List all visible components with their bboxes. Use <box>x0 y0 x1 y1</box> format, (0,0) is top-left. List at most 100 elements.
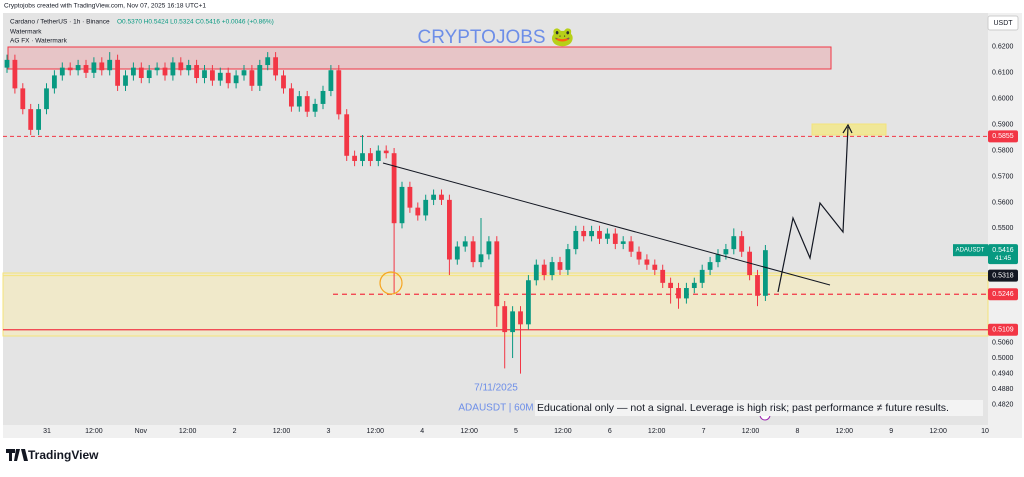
x-tick-label: 12:00 <box>367 428 385 435</box>
y-tick-label: 0.5700 <box>992 173 1014 180</box>
candle-body <box>644 259 650 265</box>
candle-body <box>202 70 207 79</box>
candle-body <box>636 251 642 260</box>
candle-body <box>668 282 673 289</box>
candle-body <box>67 67 73 71</box>
candle-body <box>146 70 152 79</box>
x-tick-label: 12:00 <box>648 428 666 435</box>
target-box <box>811 123 887 136</box>
candle-body <box>170 62 176 76</box>
marker-circle <box>379 271 403 295</box>
candle-body <box>470 241 476 263</box>
candle-body <box>612 233 618 244</box>
candle-body <box>454 246 460 260</box>
candle-body <box>478 254 484 263</box>
candle-body <box>107 59 113 71</box>
candle-body <box>628 241 634 252</box>
candle-body <box>210 70 215 81</box>
candle-body <box>186 65 192 71</box>
candle-body <box>28 109 34 130</box>
header: Cryptojobs created with TradingView.com,… <box>4 3 206 10</box>
candle-body <box>20 88 26 110</box>
x-tick-label: 31 <box>43 428 51 435</box>
candle-body <box>75 65 81 71</box>
x-tick-label: 12:00 <box>85 428 103 435</box>
candle-body <box>755 275 760 296</box>
price-badge-label: 0.5855 <box>992 133 1014 140</box>
candle-body <box>502 306 508 333</box>
candle-body <box>289 88 294 107</box>
candle-body <box>549 262 555 276</box>
candle-body <box>344 114 350 156</box>
candle-body <box>154 67 160 71</box>
y-tick-label: 0.5060 <box>992 339 1014 346</box>
symbol-badge <box>953 244 988 257</box>
y-tick-label: 0.4880 <box>992 386 1014 393</box>
resistance-box <box>7 46 832 70</box>
candle-body <box>573 230 579 250</box>
candle-body <box>115 59 120 86</box>
candle-body <box>44 88 49 110</box>
plot-area <box>3 13 988 425</box>
candle-body <box>52 75 57 89</box>
brand: TradingView <box>28 448 99 462</box>
candle-body <box>375 150 381 161</box>
x-tick-label: 3 <box>326 428 330 435</box>
price-badge-label: 0.5246 <box>992 291 1014 298</box>
candle-body <box>723 249 729 255</box>
layers <box>2 46 989 421</box>
candle-body <box>486 241 492 255</box>
candle-body <box>265 57 271 66</box>
price-axis <box>988 13 1022 438</box>
candle-body <box>707 262 713 270</box>
x-tick-label: Nov <box>135 428 148 435</box>
candle-body <box>541 264 547 276</box>
x-tick-label: 12:00 <box>836 428 854 435</box>
candle-body <box>739 236 745 252</box>
candle-body <box>763 250 768 296</box>
candle-body <box>368 153 373 161</box>
x-tick-label: 12:00 <box>179 428 197 435</box>
candle-body <box>494 241 500 307</box>
candle-body <box>257 65 263 86</box>
candle-body <box>99 62 105 71</box>
candle-body <box>699 269 705 283</box>
x-tick-label: 6 <box>608 428 612 435</box>
symbol-badge-label: ADAUSDT <box>956 248 985 254</box>
candle-body <box>557 262 563 270</box>
candle-body <box>462 241 468 247</box>
candle-body <box>447 199 452 260</box>
candle-body <box>59 67 65 76</box>
projection <box>777 126 849 293</box>
candle-body <box>652 264 658 270</box>
projection-arrow <box>842 123 853 134</box>
candle-body <box>225 72 231 84</box>
y-tick-label: 0.5500 <box>992 225 1014 232</box>
y-tick-label: 0.5900 <box>992 122 1014 129</box>
brand-logo <box>6 449 28 461</box>
candle-body <box>336 70 342 115</box>
indicator: Watermark <box>10 29 42 36</box>
y-tick-label: 0.6200 <box>992 44 1014 51</box>
ohlc: O0.5370 H0.5424 L0.5324 C0.5416 +0.0046 … <box>117 19 274 26</box>
candle-body <box>526 280 531 325</box>
candle-body <box>684 288 689 299</box>
watermark: CRYPTOJOBS 🐸 <box>417 26 574 48</box>
candle-body <box>676 288 681 299</box>
currency: USDT <box>993 20 1013 27</box>
candle-body <box>715 254 721 263</box>
candle-body <box>296 96 302 107</box>
candle-body <box>194 65 199 79</box>
candle-body <box>597 230 602 239</box>
price-badge <box>988 288 1018 301</box>
x-tick-label: 12:00 <box>742 428 760 435</box>
candle-body <box>178 62 184 71</box>
y-tick-label: 0.6000 <box>992 96 1014 103</box>
x-tick-label: 12:00 <box>929 428 947 435</box>
candle-body <box>138 67 144 79</box>
symbol: Cardano / TetherUS · 1h · Binance <box>10 19 110 26</box>
candle-body <box>281 75 286 89</box>
x-tick-label: 12:00 <box>460 428 478 435</box>
x-tick-label: 2 <box>233 428 237 435</box>
candle-body <box>510 311 515 333</box>
